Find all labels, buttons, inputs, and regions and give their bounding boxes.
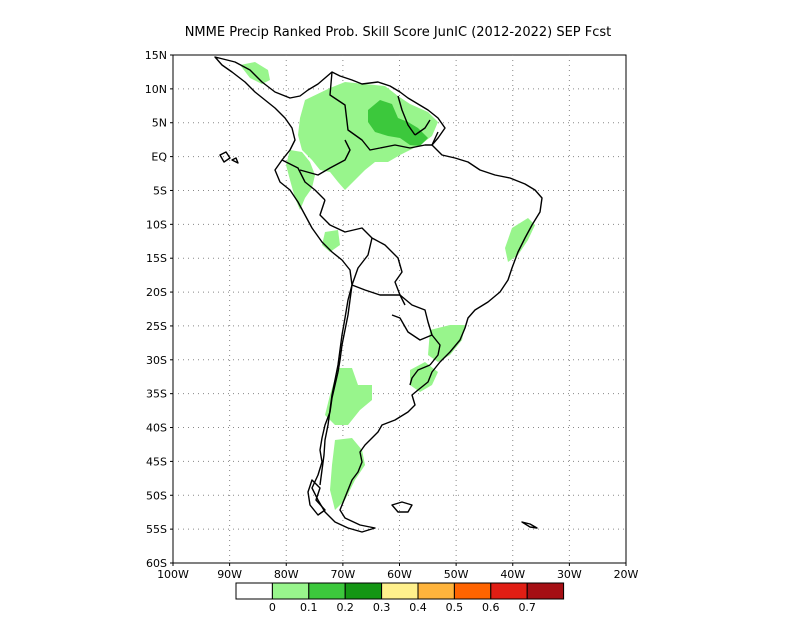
colorbar-swatch xyxy=(490,582,528,600)
skill-area-north-coast xyxy=(240,62,270,84)
map-gridlines xyxy=(173,55,626,563)
border-ecuador-peru xyxy=(281,159,326,201)
map-title: NMME Precip Ranked Prob. Skill Score Jun… xyxy=(185,25,612,40)
lat-tick-label: 5S xyxy=(153,184,167,197)
coastlines xyxy=(214,56,543,533)
border-peru-bolivia xyxy=(351,237,373,286)
colorbar-swatch xyxy=(271,582,310,600)
lat-tick-label: 10N xyxy=(145,83,167,96)
border-colombia-south xyxy=(299,139,351,176)
falkland-islands xyxy=(391,501,413,513)
lat-tick-label: 30S xyxy=(146,354,167,367)
colorbar-swatch xyxy=(417,582,455,600)
skill-area-south-brazil xyxy=(428,325,465,362)
skill-area-colombia-venezuela xyxy=(298,82,438,190)
galapagos-islands xyxy=(219,151,239,164)
lon-tick-label: 60W xyxy=(387,568,412,581)
tierra-del-fuego xyxy=(307,479,326,516)
skill-area-central-chile xyxy=(325,368,372,425)
south-georgia-island xyxy=(521,521,538,529)
lat-tick-label: 60S xyxy=(146,557,167,570)
lon-tick-label: 50W xyxy=(444,568,469,581)
colorbar-swatch xyxy=(344,582,383,600)
colorbar-label: 0.4 xyxy=(409,601,427,614)
border-uruguay xyxy=(409,364,431,386)
lat-tick-label: 45S xyxy=(146,455,167,468)
colorbar-label: 0.6 xyxy=(482,601,500,614)
colorbar-swatch xyxy=(526,582,565,600)
border-guianas xyxy=(414,119,439,146)
lat-tick-label: 50S xyxy=(146,489,167,502)
border-peru-brazil xyxy=(319,199,373,239)
lat-tick-label: 55S xyxy=(146,523,167,536)
border-argentina-brazil xyxy=(429,334,441,366)
lat-tick-label: 20S xyxy=(146,286,167,299)
skill-area-bahia xyxy=(505,218,535,262)
border-brazil-north xyxy=(379,144,432,149)
colorbar: 0 0.1 0.2 0.3 0.4 0.5 0.6 0.7 xyxy=(235,582,565,614)
colorbar-swatch xyxy=(453,582,492,600)
lon-tick-label: 80W xyxy=(274,568,299,581)
lon-tick-label: 70W xyxy=(330,568,355,581)
border-colombia-venezuela xyxy=(329,71,381,151)
colorbar-label: 0.1 xyxy=(300,601,318,614)
colorbar-label: 0.7 xyxy=(518,601,536,614)
lat-tick-label: 40S xyxy=(146,422,167,435)
lat-tick-label: EQ xyxy=(151,151,167,164)
skill-area-patagonia xyxy=(330,438,365,510)
border-venezuela-guyana xyxy=(397,95,416,136)
lat-tick-label: 5N xyxy=(152,117,167,130)
border-bolivia-brazil xyxy=(371,237,403,296)
lat-tick-label: 15N xyxy=(145,49,167,62)
country-borders xyxy=(281,71,441,486)
lon-tick-label: 100W xyxy=(157,568,189,581)
border-bolivia-south xyxy=(351,284,406,306)
colorbar-swatch xyxy=(308,582,346,600)
border-chile-argentina xyxy=(319,284,353,486)
colorbar-label: 0.3 xyxy=(373,601,391,614)
lon-tick-label: 40W xyxy=(500,568,525,581)
colorbar-label: 0 xyxy=(269,601,276,614)
colorbar-swatch xyxy=(381,582,419,600)
lon-tick-label: 90W xyxy=(217,568,242,581)
lat-tick-label: 25S xyxy=(146,320,167,333)
lon-tick-label: 20W xyxy=(614,568,639,581)
colorbar-label: 0.2 xyxy=(336,601,354,614)
lat-tick-label: 10S xyxy=(146,218,167,231)
skill-area-uruguay xyxy=(410,362,438,392)
latitude-labels: 15N 10N 5N EQ 5S 10S 15S 20S 25S 30S 35S 40S 45S 50S 5… xyxy=(145,49,173,570)
lat-tick-label: 15S xyxy=(146,252,167,265)
lat-tick-label: 35S xyxy=(146,388,167,401)
south-america-outline xyxy=(214,56,543,533)
longitude-labels: 100W 90W 80W 70W 60W 50W 40W 30W 20W xyxy=(157,563,639,581)
lon-tick-label: 30W xyxy=(557,568,582,581)
colorbar-swatch xyxy=(235,582,273,600)
skill-area-guiana-dark xyxy=(368,100,428,146)
colorbar-label: 0.5 xyxy=(446,601,464,614)
